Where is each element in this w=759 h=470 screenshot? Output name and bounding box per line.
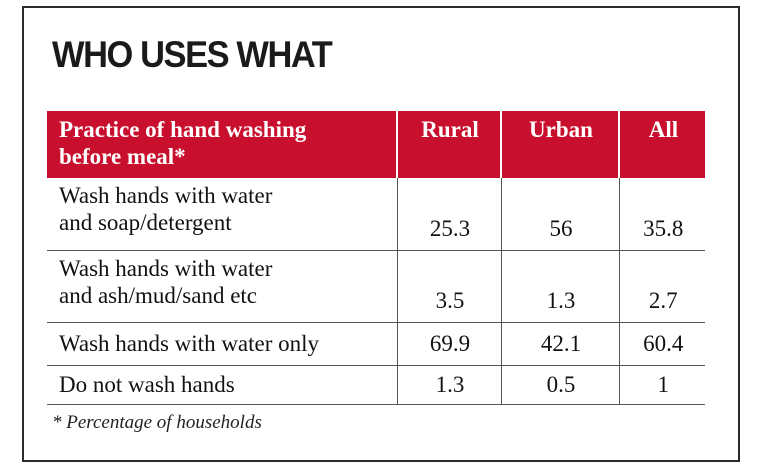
row-label-line1: Wash hands with water xyxy=(59,255,273,281)
header-all: All xyxy=(618,111,705,178)
cell-all: 2.7 xyxy=(618,250,705,323)
header-practice-line2: before meal* xyxy=(59,144,186,169)
cell-urban: 0.5 xyxy=(500,365,619,405)
cell-urban: 42.1 xyxy=(500,322,619,366)
header-practice: Practice of hand washing before meal* xyxy=(47,111,397,178)
cell-urban: 56 xyxy=(500,178,619,251)
row-label-line1: Wash hands with water xyxy=(59,183,273,208)
cell-all: 35.8 xyxy=(618,178,705,251)
cell-rural: 69.9 xyxy=(396,322,501,366)
row-label: Wash hands with water only xyxy=(47,322,397,366)
row-label: Wash hands with water and ash/mud/sand e… xyxy=(47,250,397,323)
table-row: Wash hands with water and soap/detergent… xyxy=(47,178,705,251)
table-row: Do not wash hands 1.3 0.5 1 xyxy=(47,365,705,405)
table-row: Wash hands with water and ash/mud/sand e… xyxy=(47,250,705,323)
header-practice-line1: Practice of hand washing xyxy=(59,117,307,142)
row-label: Wash hands with water and soap/detergent xyxy=(47,178,397,251)
row-label-line2: and soap/detergent xyxy=(59,210,232,235)
row-label: Do not wash hands xyxy=(47,365,397,405)
cell-urban: 1.3 xyxy=(500,250,619,323)
header-row: Practice of hand washing before meal* Ru… xyxy=(47,111,705,178)
data-table: Practice of hand washing before meal* Ru… xyxy=(47,111,705,405)
cell-rural: 3.5 xyxy=(396,250,501,323)
footnote: * Percentage of households xyxy=(52,412,262,433)
header-urban: Urban xyxy=(500,111,619,178)
cell-rural: 1.3 xyxy=(396,365,501,405)
cell-all: 60.4 xyxy=(618,322,705,366)
cell-rural: 25.3 xyxy=(396,178,501,251)
row-label-line2: and ash/mud/sand etc xyxy=(59,282,258,308)
chart-title: WHO USES WHAT xyxy=(52,34,333,75)
cell-all: 1 xyxy=(618,365,705,405)
header-rural: Rural xyxy=(396,111,501,178)
table-row: Wash hands with water only 69.9 42.1 60.… xyxy=(47,322,705,366)
